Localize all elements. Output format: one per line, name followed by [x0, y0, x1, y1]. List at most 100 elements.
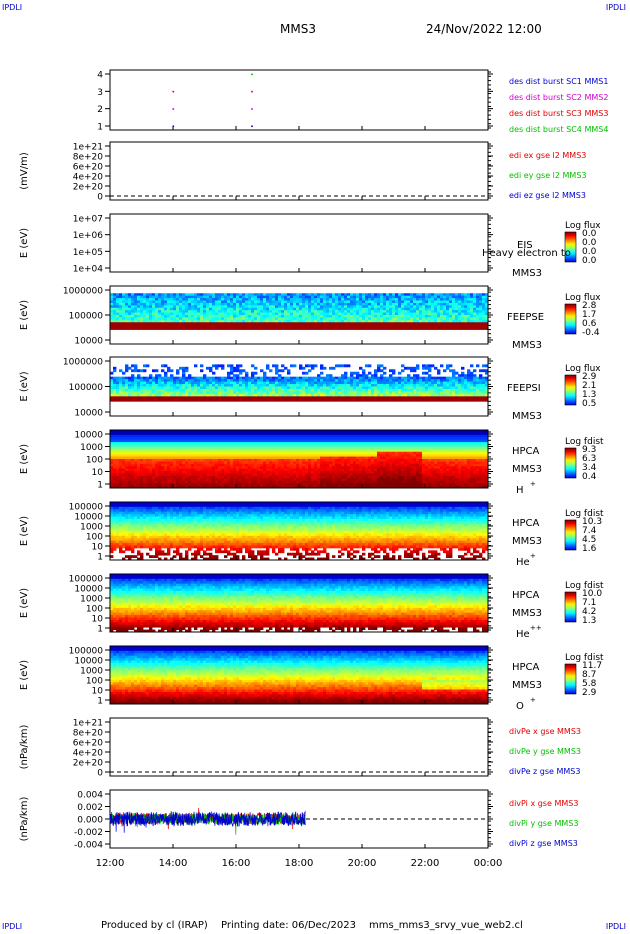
colorbar-tick-label: 2.8: [582, 301, 597, 311]
colorbar-tick-label: 0.0: [582, 229, 597, 239]
y-tick-label: 100000: [69, 312, 104, 322]
legend-label: divPi y gse MMS3: [509, 819, 578, 828]
colorbar-tick-label: 9.3: [582, 445, 596, 455]
y-tick-label: 2e+20: [73, 183, 104, 193]
instrument-extra-label: Heavy electron to: [482, 248, 571, 259]
y-tick-label: 4: [97, 71, 103, 81]
instrument-label: HPCA: [512, 446, 540, 457]
colorbar-tick-label: 8.7: [582, 670, 596, 680]
y-tick-label: 3: [97, 88, 103, 98]
panel-1: 4 3 2 1 des dist burst SC1 MMS1 des dist burs…: [97, 69, 608, 134]
y-tick-label: 100: [86, 456, 103, 466]
y-tick-label: 10: [92, 543, 104, 553]
spacecraft-label: MMS3: [512, 536, 542, 547]
y-tick-label: 10000: [74, 431, 103, 441]
panel-6: 10000 1000 100 10 1 E (eV) Log fdist9.36.33.40…: [19, 429, 604, 496]
legend-label: divPe z gse MMS3: [509, 767, 580, 776]
y-tick-label: 1000: [80, 443, 103, 453]
y-tick-label: 1: [97, 697, 103, 707]
colorbar-tick-label: -0.4: [582, 328, 600, 338]
spacecraft-label: MMS3: [512, 464, 542, 475]
series-line-3: [109, 810, 306, 833]
colorbar-tick-label: 1.6: [582, 544, 597, 554]
y-tick-label: 1: [97, 553, 103, 563]
y-tick-label: 100000: [69, 575, 104, 585]
legend-label: des dist burst SC3 MMS3: [509, 109, 608, 118]
y-tick-label: 1: [97, 123, 103, 133]
legend-label: des dist burst SC2 MMS2: [509, 93, 608, 102]
spacecraft-label: MMS3: [512, 268, 542, 279]
panel-5: 1000000 100000 10000 E (eV) Log flux2.92.11.…: [19, 356, 601, 422]
colorbar-tick-label: 0.6: [582, 319, 597, 329]
footer-produced-by: Produced by cl (IRAP): [101, 920, 208, 931]
y-tick-label: 1e+06: [73, 231, 104, 241]
colorbar-tick-label: 11.7: [582, 661, 602, 671]
y-tick-label: 1000: [80, 667, 103, 677]
colorbar-title: Log fdist: [565, 509, 604, 519]
footer-printing-date: Printing date: 06/Dec/2023: [221, 920, 357, 931]
y-tick-label: 10000: [74, 513, 103, 523]
x-tick-label: 18:00: [285, 858, 314, 869]
colorbar-title: Log flux: [565, 293, 601, 303]
spacecraft-label: MMS3: [512, 411, 542, 422]
heatmap-7: [110, 502, 489, 561]
colorbar-tick-label: 0.0: [582, 247, 597, 257]
colorbar-tick-label: 1.3: [582, 390, 596, 400]
y-tick-label: 0.004: [77, 791, 103, 801]
colorbar-tick-label: 7.1: [582, 598, 596, 608]
corner-label-tr: IPDLI: [605, 3, 626, 12]
colorbar-title: Log flux: [565, 221, 601, 231]
burst-marker: [251, 125, 253, 128]
x-tick-label: 20:00: [348, 858, 377, 869]
y-tick-label: 4e+20: [73, 173, 104, 183]
burst-marker: [251, 108, 253, 110]
x-tick-label: 12:00: [96, 858, 125, 869]
spacecraft-label: MMS3: [512, 340, 542, 351]
burst-marker: [172, 108, 175, 110]
y-tick-label: 8e+20: [73, 153, 104, 163]
species-charge-label: +: [530, 696, 536, 704]
y-axis-label: E (eV): [19, 588, 30, 618]
species-charge-label: ++: [530, 624, 542, 632]
species-label: He: [516, 629, 530, 640]
instrument-label: HPCA: [512, 518, 540, 529]
y-tick-label: 100: [86, 605, 103, 615]
y-tick-label: 1000: [80, 595, 103, 605]
y-tick-label: 10000: [74, 337, 103, 347]
y-axis-label: (nPa/km): [19, 725, 30, 770]
species-charge-label: +: [530, 552, 536, 560]
x-tick-label: 00:00: [474, 858, 503, 869]
y-tick-label: 10: [92, 615, 104, 625]
y-tick-label: 10000: [74, 657, 103, 667]
colorbar: [564, 591, 577, 623]
colorbar-title: Log fdist: [565, 581, 604, 591]
species-charge-label: +: [530, 480, 536, 488]
colorbar: [564, 231, 577, 263]
y-tick-label: 10: [92, 468, 104, 478]
colorbar: [564, 663, 577, 695]
panel-frame: [109, 69, 489, 131]
legend-label: des dist burst SC1 MMS1: [509, 77, 608, 86]
legend-label: divPe y gse MMS3: [509, 747, 581, 756]
y-tick-label: 0: [97, 769, 103, 779]
y-axis-label: E (eV): [19, 371, 30, 401]
y-tick-label: 0.002: [77, 803, 103, 813]
instrument-label: FEEPSE: [507, 312, 544, 323]
y-tick-label: 0: [97, 193, 103, 203]
heatmap-5: [110, 364, 489, 402]
panel-4: 1000000 100000 10000 E (eV) Log flux2.81.70.…: [19, 285, 601, 351]
legend-label: divPi z gse MMS3: [509, 839, 578, 848]
species-label: O: [516, 701, 524, 712]
legend-label: divPi x gse MMS3: [509, 799, 578, 808]
colorbar-title: Log fdist: [565, 437, 604, 447]
colorbar-tick-label: 7.4: [582, 526, 597, 536]
y-tick-label: 4e+20: [73, 749, 104, 759]
colorbar-title: Log flux: [565, 364, 601, 374]
y-tick-label: 1: [97, 481, 103, 491]
colorbar-tick-label: 6.3: [582, 454, 596, 464]
y-axis-label: E (eV): [19, 228, 30, 258]
y-tick-label: 100000: [69, 503, 104, 513]
burst-marker: [172, 90, 175, 93]
